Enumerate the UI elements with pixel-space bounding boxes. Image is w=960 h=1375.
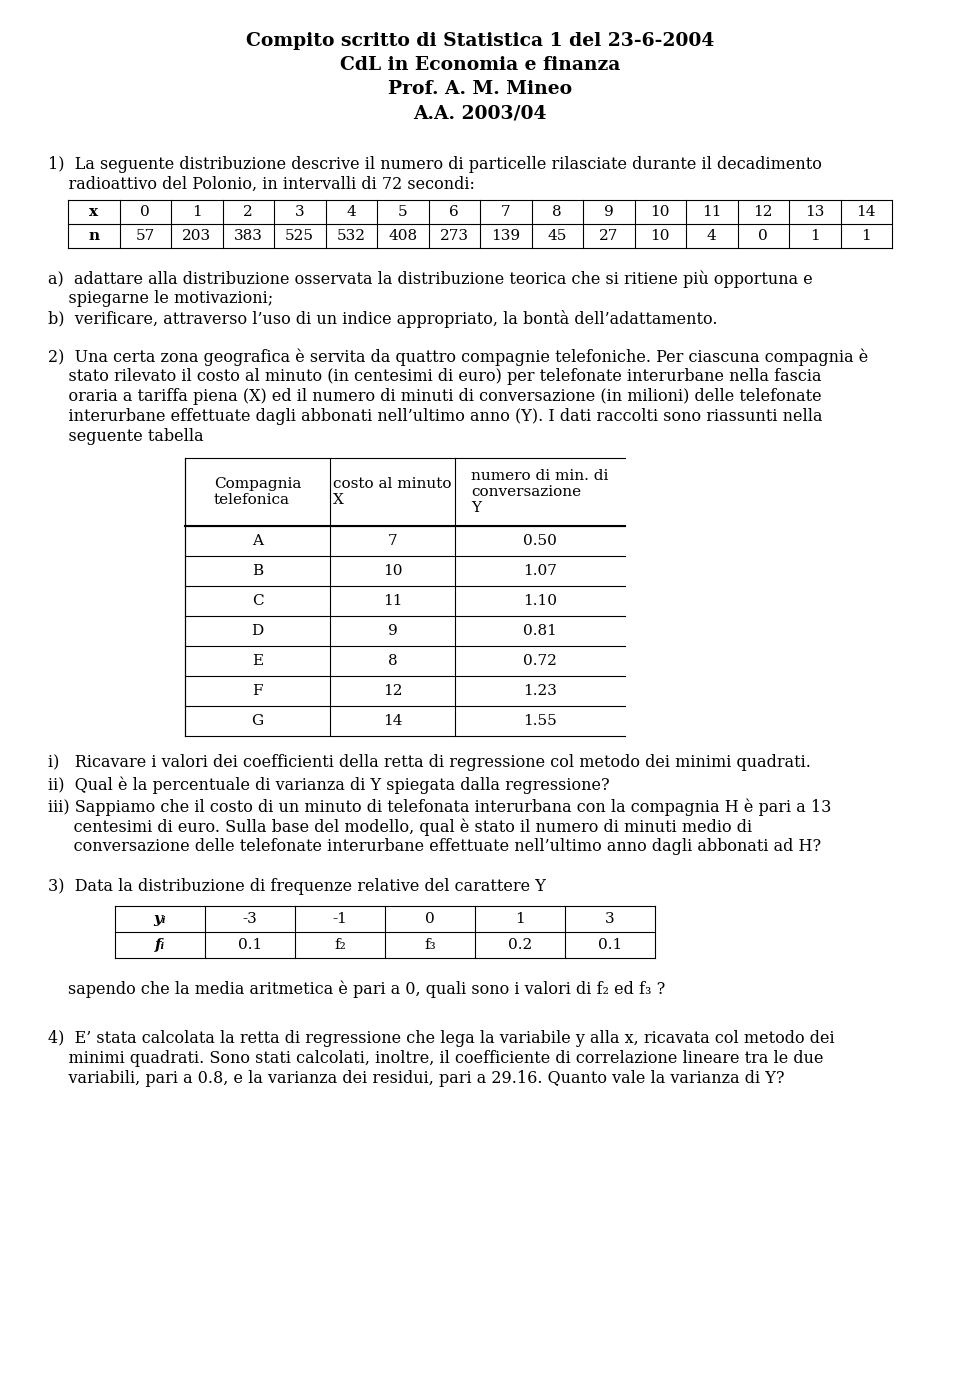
- Text: 45: 45: [547, 230, 567, 243]
- Text: seguente tabella: seguente tabella: [48, 428, 204, 446]
- Text: conversazione delle telefonate interurbane effettuate nell’ultimo anno dagli abb: conversazione delle telefonate interurba…: [48, 837, 821, 855]
- Text: 7: 7: [388, 534, 397, 549]
- Text: 3: 3: [605, 912, 614, 925]
- Text: costo al minuto
X: costo al minuto X: [333, 477, 452, 507]
- Text: 12: 12: [754, 205, 773, 219]
- Text: 10: 10: [383, 564, 402, 578]
- Text: 1.10: 1.10: [523, 594, 557, 608]
- Text: 14: 14: [383, 714, 402, 727]
- Text: Prof. A. M. Mineo: Prof. A. M. Mineo: [388, 80, 572, 98]
- Text: F: F: [252, 683, 263, 698]
- Text: i)   Ricavare i valori dei coefficienti della retta di regressione col metodo de: i) Ricavare i valori dei coefficienti de…: [48, 754, 811, 771]
- Text: 14: 14: [856, 205, 876, 219]
- Text: oraria a tariffa piena (X) ed il numero di minuti di conversazione (in milioni) : oraria a tariffa piena (X) ed il numero …: [48, 388, 822, 406]
- Text: Compito scritto di Statistica 1 del 23-6-2004: Compito scritto di Statistica 1 del 23-6…: [246, 32, 714, 50]
- Text: 0.50: 0.50: [523, 534, 557, 549]
- Text: 1.55: 1.55: [523, 714, 557, 727]
- Text: 0.1: 0.1: [238, 938, 262, 952]
- Text: ii)  Qual è la percentuale di varianza di Y spiegata dalla regressione?: ii) Qual è la percentuale di varianza di…: [48, 775, 610, 793]
- Text: -1: -1: [332, 912, 348, 925]
- Text: 3: 3: [295, 205, 304, 219]
- Text: -3: -3: [243, 912, 257, 925]
- Text: 3)  Data la distribuzione di frequenze relative del carattere Y: 3) Data la distribuzione di frequenze re…: [48, 879, 546, 895]
- Text: 4: 4: [347, 205, 356, 219]
- Text: variabili, pari a 0.8, e la varianza dei residui, pari a 29.16. Quanto vale la v: variabili, pari a 0.8, e la varianza dei…: [48, 1070, 784, 1088]
- Text: centesimi di euro. Sulla base del modello, qual è stato il numero di minuti medi: centesimi di euro. Sulla base del modell…: [48, 818, 752, 836]
- Text: stato rilevato il costo al minuto (in centesimi di euro) per telefonate interurb: stato rilevato il costo al minuto (in ce…: [48, 368, 822, 385]
- Text: numero di min. di
conversazione
Y: numero di min. di conversazione Y: [471, 469, 609, 516]
- Text: 9: 9: [388, 624, 397, 638]
- Text: 8: 8: [552, 205, 562, 219]
- Text: CdL in Economia e finanza: CdL in Economia e finanza: [340, 56, 620, 74]
- Text: 0: 0: [758, 230, 768, 243]
- Text: 10: 10: [651, 230, 670, 243]
- Text: 1: 1: [516, 912, 525, 925]
- Text: B: B: [252, 564, 263, 578]
- Text: A: A: [252, 534, 263, 549]
- Text: 0: 0: [425, 912, 435, 925]
- Text: 1: 1: [192, 205, 202, 219]
- Text: 6: 6: [449, 205, 459, 219]
- Text: 408: 408: [388, 230, 418, 243]
- Text: f₂: f₂: [334, 938, 346, 952]
- Text: sapendo che la media aritmetica è pari a 0, quali sono i valori di f₂ ed f₃ ?: sapendo che la media aritmetica è pari a…: [68, 980, 665, 997]
- Text: 203: 203: [182, 230, 211, 243]
- Text: radioattivo del Polonio, in intervalli di 72 secondi:: radioattivo del Polonio, in intervalli d…: [48, 176, 475, 192]
- Text: 2: 2: [244, 205, 253, 219]
- Text: 57: 57: [135, 230, 155, 243]
- Text: 1.07: 1.07: [523, 564, 557, 578]
- Text: 7: 7: [501, 205, 511, 219]
- Text: fᵢ: fᵢ: [155, 938, 165, 952]
- Text: 0.1: 0.1: [598, 938, 622, 952]
- Text: 383: 383: [234, 230, 263, 243]
- Text: iii) Sappiamo che il costo di un minuto di telefonata interurbana con la compagn: iii) Sappiamo che il costo di un minuto …: [48, 798, 831, 815]
- Text: 11: 11: [702, 205, 722, 219]
- Text: Compagnia
telefonica: Compagnia telefonica: [214, 477, 301, 507]
- Text: b)  verificare, attraverso l’uso di un indice appropriato, la bontà dell’adattam: b) verificare, attraverso l’uso di un in…: [48, 309, 717, 329]
- Text: n: n: [88, 230, 99, 243]
- Text: D: D: [252, 624, 264, 638]
- Text: yᵢ: yᵢ: [154, 912, 166, 925]
- Text: 1)  La seguente distribuzione descrive il numero di particelle rilasciate durant: 1) La seguente distribuzione descrive il…: [48, 155, 822, 173]
- Text: f₃: f₃: [424, 938, 436, 952]
- Text: 9: 9: [604, 205, 613, 219]
- Text: C: C: [252, 594, 263, 608]
- Text: 10: 10: [651, 205, 670, 219]
- Text: 0.2: 0.2: [508, 938, 532, 952]
- Text: 13: 13: [805, 205, 825, 219]
- Text: 8: 8: [388, 654, 397, 668]
- Text: 2)  Una certa zona geografica è servita da quattro compagnie telefoniche. Per ci: 2) Una certa zona geografica è servita d…: [48, 348, 868, 366]
- Text: 273: 273: [440, 230, 468, 243]
- Text: 0.81: 0.81: [523, 624, 557, 638]
- Text: x: x: [89, 205, 98, 219]
- Text: E: E: [252, 654, 263, 668]
- Text: A.A. 2003/04: A.A. 2003/04: [413, 104, 547, 122]
- Text: 5: 5: [398, 205, 408, 219]
- Text: 11: 11: [383, 594, 402, 608]
- Text: interurbane effettuate dagli abbonati nell’ultimo anno (Y). I dati raccolti sono: interurbane effettuate dagli abbonati ne…: [48, 408, 823, 425]
- Text: 532: 532: [337, 230, 366, 243]
- Text: 27: 27: [599, 230, 618, 243]
- Text: 1: 1: [810, 230, 820, 243]
- Text: 1: 1: [861, 230, 871, 243]
- Text: 525: 525: [285, 230, 314, 243]
- Text: 139: 139: [492, 230, 520, 243]
- Text: minimi quadrati. Sono stati calcolati, inoltre, il coefficiente di correlazione : minimi quadrati. Sono stati calcolati, i…: [48, 1050, 824, 1067]
- Text: 0: 0: [140, 205, 150, 219]
- Text: spiegarne le motivazioni;: spiegarne le motivazioni;: [48, 290, 274, 307]
- Text: 4: 4: [707, 230, 716, 243]
- Text: 12: 12: [383, 683, 402, 698]
- Text: G: G: [252, 714, 264, 727]
- Text: 1.23: 1.23: [523, 683, 557, 698]
- Text: 0.72: 0.72: [523, 654, 557, 668]
- Text: a)  adattare alla distribuzione osservata la distribuzione teorica che si ritien: a) adattare alla distribuzione osservata…: [48, 270, 813, 287]
- Text: 4)  E’ stata calcolata la retta di regressione che lega la variabile y alla x, r: 4) E’ stata calcolata la retta di regres…: [48, 1030, 834, 1046]
